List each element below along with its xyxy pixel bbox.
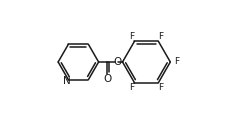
Text: O: O bbox=[103, 74, 112, 84]
Text: O: O bbox=[113, 57, 122, 66]
Text: F: F bbox=[174, 58, 179, 66]
Text: F: F bbox=[158, 83, 164, 92]
Text: F: F bbox=[129, 32, 134, 41]
Text: N: N bbox=[63, 76, 70, 86]
Text: F: F bbox=[129, 83, 134, 92]
Text: F: F bbox=[158, 32, 164, 41]
